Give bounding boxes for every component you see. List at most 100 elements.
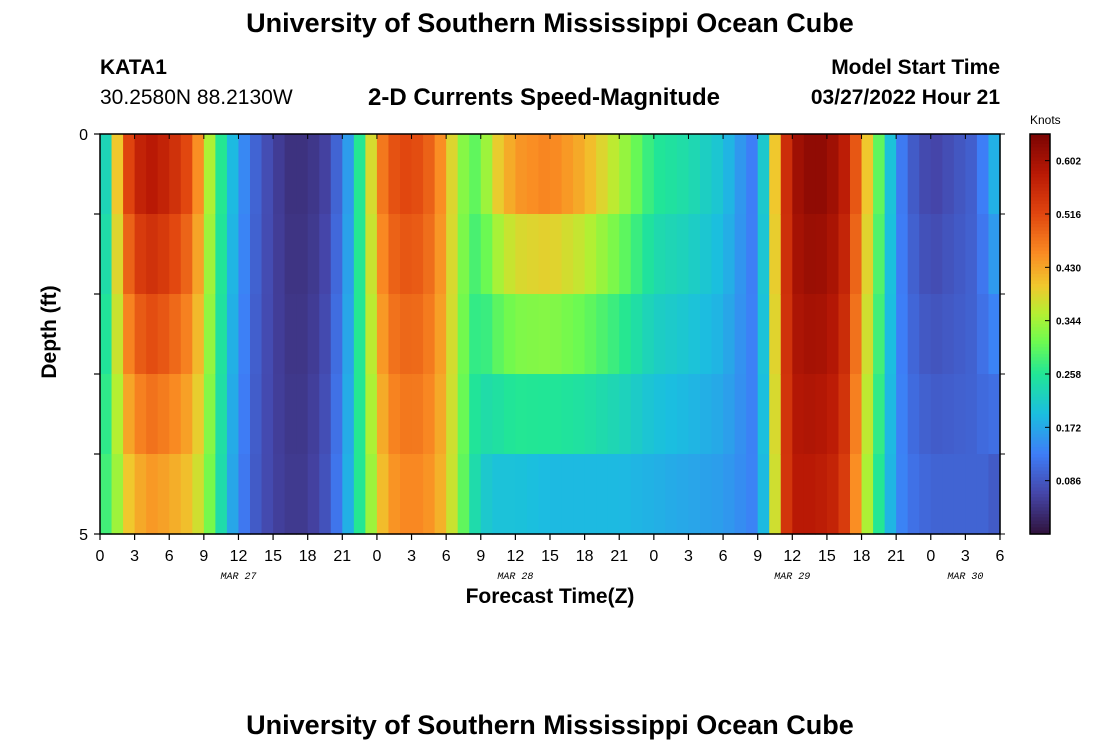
heatmap-cell	[642, 294, 655, 375]
chart-subtitle: 2-D Currents Speed-Magnitude	[368, 84, 721, 111]
heatmap-cell	[503, 454, 516, 535]
x-tick-label: 15	[541, 548, 559, 565]
heatmap-cell	[907, 454, 920, 535]
heatmap-cell	[573, 214, 586, 295]
heatmap-cell	[503, 214, 516, 295]
heatmap-cell	[815, 374, 828, 455]
heatmap-cell	[653, 134, 666, 215]
heatmap-cell	[584, 294, 597, 375]
heatmap-cell	[376, 454, 390, 535]
colorbar-segment	[1030, 517, 1050, 522]
heatmap-cell	[307, 294, 320, 375]
station-id: KATA1	[100, 56, 167, 79]
heatmap-cell	[723, 134, 736, 215]
heatmap-cell	[400, 134, 413, 215]
colorbar-segment	[1030, 317, 1050, 322]
heatmap-cell	[953, 214, 966, 295]
heatmap-cell	[376, 214, 390, 295]
heatmap-cell	[284, 294, 297, 375]
heatmap-cell	[273, 134, 286, 215]
colorbar-segment	[1030, 214, 1050, 218]
heatmap-cell	[273, 294, 286, 375]
heatmap-cell	[503, 294, 516, 375]
heatmap-cell	[642, 454, 655, 535]
heatmap-cell	[815, 454, 828, 535]
heatmap-cell	[561, 374, 574, 455]
heatmap-cell	[873, 134, 886, 215]
x-date-label: MAR 27	[220, 572, 256, 583]
colorbar-segment	[1030, 334, 1050, 338]
heatmap-cell	[226, 214, 240, 295]
heatmap-cell	[792, 214, 805, 295]
heatmap-cell	[157, 214, 170, 295]
colorbar-units-label: Knots	[1030, 113, 1061, 127]
heatmap-cell	[965, 134, 978, 215]
heatmap-cell	[723, 454, 736, 535]
heatmap-cell	[653, 374, 666, 455]
heatmap-cell	[526, 294, 540, 375]
colorbar-segment	[1030, 400, 1050, 405]
heatmap-cell	[515, 374, 528, 455]
heatmap-cell	[330, 454, 343, 535]
heatmap-cell	[573, 294, 586, 375]
heatmap-cell	[469, 454, 482, 535]
colorbar-segment	[1030, 224, 1050, 228]
heatmap-cell	[746, 374, 759, 455]
heatmap-cell	[861, 134, 874, 215]
colorbar-segment	[1030, 344, 1050, 348]
model-start-label: Model Start Time	[831, 56, 1000, 79]
heatmap-cell	[480, 454, 493, 535]
heatmap-cell	[596, 214, 609, 295]
heatmap-cell	[134, 454, 147, 535]
heatmap-cell	[838, 214, 851, 295]
heatmap-cell	[296, 454, 309, 535]
heatmap-cell	[780, 374, 793, 455]
x-tick-label: 9	[476, 548, 485, 565]
heatmap-cell	[642, 214, 655, 295]
x-tick-label: 12	[230, 548, 248, 565]
colorbar-segment	[1030, 184, 1050, 188]
colorbar-segment	[1030, 314, 1050, 318]
heatmap-cell	[180, 134, 193, 215]
colorbar-segment	[1030, 530, 1050, 535]
colorbar-segment	[1030, 480, 1050, 485]
x-date-label: MAR 30	[947, 572, 983, 583]
heatmap-cell	[861, 374, 874, 455]
heatmap-cell	[965, 294, 978, 375]
heatmap-cell	[146, 374, 159, 455]
heatmap-cell	[538, 374, 551, 455]
heatmap-cell	[826, 214, 840, 295]
heatmap-cell	[942, 294, 955, 375]
heatmap-cell	[711, 374, 724, 455]
heatmap-cell	[434, 214, 447, 295]
heatmap-cell	[826, 374, 840, 455]
heatmap-cell	[757, 294, 770, 375]
heatmap-cell	[434, 374, 447, 455]
heatmap-cell	[688, 134, 701, 215]
heatmap-cell	[803, 214, 816, 295]
colorbar-segment	[1030, 467, 1050, 472]
heatmap-cell	[965, 454, 978, 535]
heatmap-cell	[596, 374, 609, 455]
heatmap-cell	[861, 214, 874, 295]
heatmap-cell	[803, 134, 816, 215]
heatmap-cell	[861, 294, 874, 375]
heatmap-cell	[388, 134, 401, 215]
footer-title: University of Southern Mississippi Ocean…	[246, 710, 854, 740]
heatmap-cell	[411, 214, 424, 295]
heatmap-cell	[700, 454, 713, 535]
heatmap-cell	[526, 374, 540, 455]
heatmap-cell	[238, 214, 251, 295]
colorbar-segment	[1030, 397, 1050, 402]
heatmap-cell	[930, 214, 943, 295]
colorbar-segment	[1030, 217, 1050, 222]
colorbar-segment	[1030, 157, 1050, 162]
heatmap-cell	[157, 134, 170, 215]
colorbar-segment	[1030, 254, 1050, 258]
colorbar-segment	[1030, 144, 1050, 148]
heatmap-cell	[815, 134, 828, 215]
heatmap-cell	[296, 374, 309, 455]
colorbar-segment	[1030, 220, 1050, 225]
heatmap-cell	[896, 134, 909, 215]
heatmap-cell	[423, 214, 436, 295]
